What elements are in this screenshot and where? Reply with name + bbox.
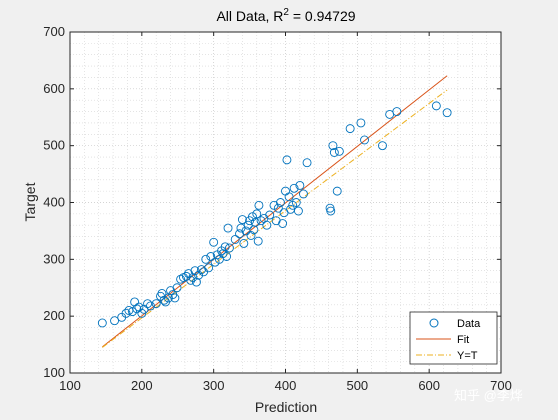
data-point [97,318,107,328]
data-point [360,135,369,145]
data-point [201,254,211,264]
data-point [170,293,180,303]
data-point [220,242,230,252]
data-point [239,238,249,248]
data-point [278,219,288,228]
data-point [186,275,196,285]
data-point [282,155,292,165]
legend-data-marker [429,318,439,328]
data-point [248,212,257,222]
y-tick-label: 500 [43,138,65,153]
data-point [256,216,266,226]
data-point [273,203,283,213]
y-tick-label: 300 [43,251,65,266]
data-point [246,231,256,240]
data-point [176,274,186,284]
data-point [328,141,338,151]
data-point [334,146,344,156]
x-axis-label: Prediction [255,399,317,415]
data-point [191,277,201,287]
data-point [345,124,355,134]
chart-title-suffix: = 0.94729 [289,8,356,24]
y-axis-label: Target [22,182,38,221]
data-point [299,189,308,199]
data-point [252,209,262,219]
data-point [237,215,247,225]
data-point [329,148,339,157]
data-point [291,198,301,207]
data-point [302,158,312,168]
x-tick-label: 400 [275,378,297,393]
data-point [151,299,161,309]
x-axis-ticks: 100 200 300 400 500 600 700 [59,32,512,393]
data-point [250,217,260,227]
data-point [223,223,233,233]
data-point [326,206,336,216]
data-point [204,263,214,273]
data-point [293,206,303,216]
chart-title-main: All Data, R [216,8,283,24]
data-point [431,101,441,111]
data-point [225,243,234,253]
watermark: 知乎 @李烨 [454,388,523,403]
legend-label-data: Data [457,318,481,330]
x-tick-label: 600 [418,378,440,393]
legend-label-fit: Fit [457,334,469,346]
data-point [262,220,272,230]
y-tick-label: 700 [43,24,65,39]
data-point [143,299,153,309]
x-tick-label: 300 [203,378,225,393]
data-point [254,200,264,210]
data-point [289,183,299,193]
data-point [130,297,140,307]
x-tick-label: 700 [490,378,512,393]
chart-title-superscript: 2 [283,7,289,18]
data-point [197,265,206,275]
data-point [295,180,305,190]
data-point [356,118,366,128]
legend-box [409,311,498,365]
data-point [332,186,342,196]
y-axis-ticks: 100 200 300 400 500 600 700 [43,24,501,380]
data-point [378,141,387,151]
data-point [222,252,232,261]
y-tick-label: 100 [43,365,65,380]
legend: Data Fit Y=T [409,311,498,365]
data-point [121,308,131,318]
chart-title: All Data, R2 = 0.94729 [216,7,355,24]
data-point [159,295,169,305]
data-point [230,234,240,244]
data-point [265,210,275,220]
data-point [276,198,285,207]
y-tick-label: 200 [43,308,65,323]
data-point [442,108,452,118]
data-point [134,302,144,312]
data-point [157,288,167,298]
data-point [209,237,219,247]
data-point [206,252,216,261]
x-tick-label: 500 [346,378,368,393]
data-point [128,307,137,317]
data-point [194,270,204,280]
y-tick-label: 400 [43,195,65,210]
data-points [97,101,452,328]
data-point [132,304,142,314]
data-point [392,107,402,117]
data-point [172,283,182,293]
data-point [146,301,155,311]
data-point [284,192,294,202]
data-point [110,316,119,326]
x-tick-label: 100 [59,378,81,393]
y-tick-label: 600 [43,81,65,96]
x-tick-label: 200 [131,378,153,393]
data-point [253,236,263,246]
legend-label-yt: Y=T [457,350,478,362]
